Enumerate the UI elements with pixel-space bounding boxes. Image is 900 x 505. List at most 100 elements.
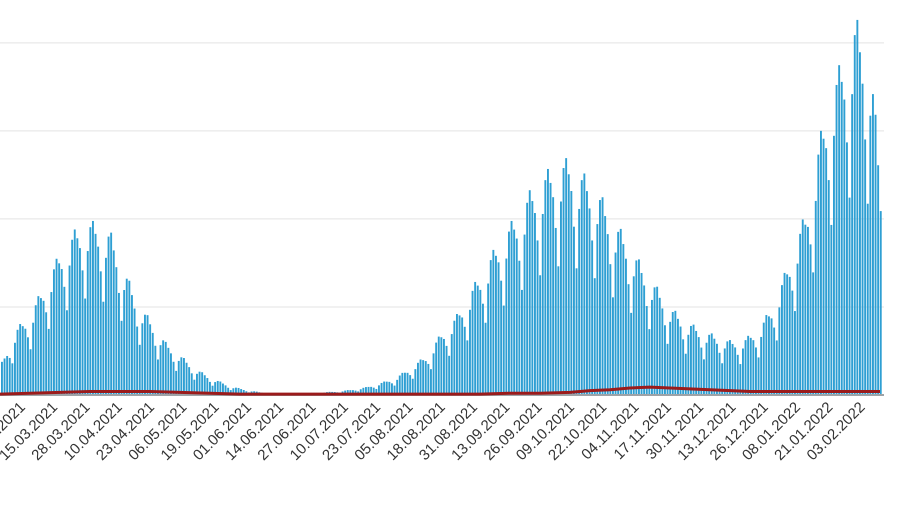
- bar: [471, 290, 474, 395]
- bar: [463, 326, 466, 395]
- bar: [521, 289, 523, 395]
- bar: [352, 390, 354, 395]
- bar: [14, 342, 16, 395]
- bar: [97, 246, 100, 395]
- bar: [380, 382, 383, 395]
- x-axis-tick-labels: 02.03.202115.03.202128.03.202110.04.2021…: [0, 399, 869, 464]
- bar: [645, 306, 648, 395]
- bar: [219, 381, 222, 395]
- bar: [562, 168, 565, 395]
- bar: [63, 286, 66, 395]
- bar: [432, 353, 435, 395]
- bar: [84, 298, 87, 395]
- bar: [487, 283, 490, 395]
- bar: [651, 299, 653, 395]
- bar: [705, 342, 708, 395]
- bar: [448, 355, 451, 395]
- bar: [58, 263, 61, 395]
- bar: [367, 386, 370, 395]
- bar: [866, 203, 869, 395]
- bar: [401, 372, 404, 395]
- bar: [435, 342, 438, 395]
- bar: [669, 321, 672, 395]
- bar: [809, 244, 812, 395]
- bar: [196, 373, 198, 395]
- bar: [461, 317, 464, 395]
- bar: [417, 362, 419, 395]
- bar: [162, 340, 165, 395]
- bar: [406, 372, 409, 395]
- bar: [47, 328, 50, 395]
- bar: [120, 320, 123, 395]
- bar: [770, 318, 773, 395]
- bar: [112, 250, 115, 395]
- bar: [445, 345, 448, 395]
- bar: [744, 340, 747, 395]
- bar: [757, 357, 760, 395]
- bar: [817, 154, 820, 395]
- bar: [851, 94, 854, 396]
- bar: [573, 226, 575, 395]
- bar: [154, 345, 157, 395]
- bar: [60, 269, 63, 395]
- bar: [825, 148, 828, 395]
- bar: [591, 240, 594, 395]
- bar: [739, 364, 742, 395]
- bar: [479, 289, 482, 395]
- bar: [864, 139, 867, 395]
- bar: [619, 228, 622, 395]
- bar: [653, 287, 656, 395]
- bar: [679, 326, 682, 395]
- bar: [515, 238, 518, 395]
- bar: [16, 329, 19, 395]
- bar: [131, 295, 133, 395]
- bar: [40, 298, 42, 395]
- bar: [856, 19, 859, 395]
- bar: [474, 281, 477, 395]
- bar: [404, 372, 406, 395]
- bar: [476, 285, 479, 395]
- bar: [443, 338, 445, 395]
- bar: [372, 387, 375, 395]
- bar: [692, 324, 695, 395]
- bar: [853, 35, 856, 395]
- bar: [734, 347, 737, 395]
- bar: [721, 363, 724, 395]
- bar: [575, 268, 578, 395]
- bar: [666, 343, 669, 395]
- bar: [700, 347, 703, 395]
- bar: [827, 180, 830, 395]
- bar: [859, 52, 861, 395]
- bar: [848, 197, 851, 395]
- bar: [580, 180, 583, 395]
- bar: [107, 236, 110, 395]
- bar: [86, 251, 89, 395]
- bar: [125, 278, 128, 395]
- bar: [622, 244, 625, 395]
- bar: [398, 375, 401, 395]
- bar: [242, 390, 245, 395]
- bar: [781, 285, 783, 395]
- bar: [736, 354, 739, 395]
- bar: [508, 231, 510, 395]
- bar: [349, 390, 352, 395]
- bar: [393, 385, 396, 395]
- bar: [469, 309, 471, 395]
- gridlines: [0, 42, 884, 308]
- bar: [627, 284, 630, 395]
- bar: [495, 255, 497, 395]
- bar: [695, 330, 698, 395]
- bar: [6, 355, 9, 395]
- bar: [183, 358, 185, 395]
- bar: [640, 272, 643, 395]
- bar: [713, 338, 716, 395]
- bar: [388, 381, 391, 395]
- bar: [214, 382, 217, 395]
- bar: [768, 316, 770, 395]
- bar: [175, 370, 178, 395]
- bar: [50, 292, 53, 395]
- bar: [567, 174, 570, 395]
- bar: [378, 385, 380, 395]
- bar: [21, 326, 24, 395]
- bar: [554, 227, 557, 395]
